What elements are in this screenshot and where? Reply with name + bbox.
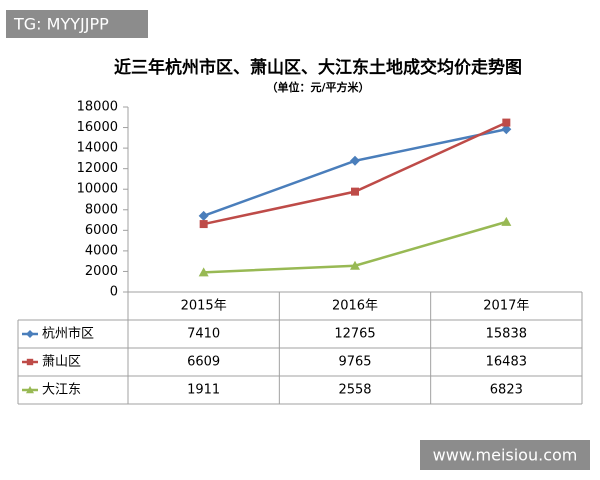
marker (198, 267, 209, 277)
y-tick-label: 12000 (77, 161, 118, 176)
x-tick-label: 2015年 (181, 299, 227, 314)
y-tick-label: 6000 (85, 223, 118, 238)
legend-label: 杭州市区 (42, 326, 94, 342)
data-label: 16483 (486, 355, 527, 370)
watermark-box (420, 440, 590, 470)
y-tick-label: 14000 (77, 141, 118, 156)
y-tick-label: 4000 (85, 243, 118, 258)
chart-subtitle: （单位：元/平方米） (266, 80, 369, 94)
y-tick-label: 8000 (85, 202, 118, 217)
marker (350, 260, 360, 270)
y-tick-label: 0 (110, 285, 118, 300)
watermark-box (6, 10, 148, 38)
y-tick-label: 18000 (77, 100, 118, 115)
x-tick-label: 2016年 (332, 299, 378, 314)
watermark: TG: MYYJJPP (13, 15, 109, 34)
data-label: 7410 (187, 327, 220, 342)
marker (199, 220, 208, 229)
data-label: 9765 (338, 355, 371, 370)
chart-title: 近三年杭州市区、萧山区、大江东土地成交均价走势图 (114, 57, 522, 78)
marker (198, 210, 209, 221)
marker (350, 155, 360, 166)
y-tick-label: 16000 (77, 120, 118, 135)
marker (351, 187, 359, 196)
marker (501, 124, 512, 135)
data-label: 15838 (486, 327, 527, 342)
data-label: 6823 (490, 383, 523, 398)
marker (501, 216, 512, 226)
data-label: 2558 (338, 383, 371, 398)
legend-label: 大江东 (42, 383, 81, 398)
marker (26, 358, 34, 366)
data-label: 12765 (334, 327, 375, 342)
legend-label: 萧山区 (42, 355, 81, 370)
watermark: www.meisiou.com (433, 446, 578, 465)
y-tick-label: 10000 (77, 182, 118, 197)
x-tick-label: 2017年 (483, 299, 529, 314)
y-tick-label: 2000 (85, 264, 118, 279)
marker (502, 118, 511, 127)
marker (26, 330, 34, 338)
marker (26, 386, 34, 394)
data-label: 1911 (187, 383, 220, 398)
data-label: 6609 (187, 355, 220, 370)
